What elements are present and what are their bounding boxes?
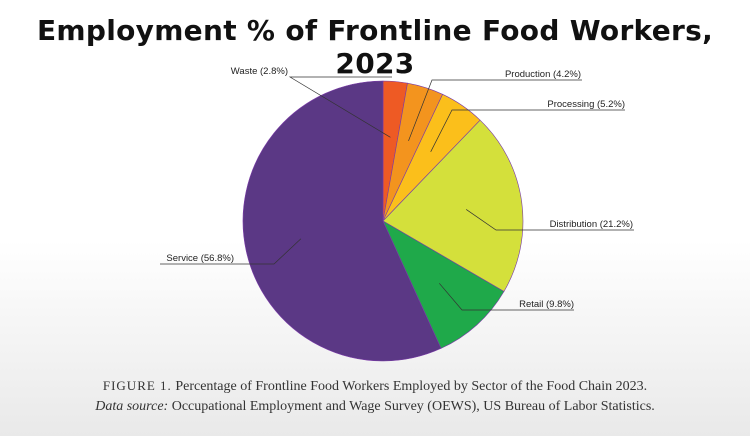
leader-line-distribution xyxy=(466,209,634,231)
figure-caption: FIGURE 1. Percentage of Frontline Food W… xyxy=(0,376,750,417)
slice-label-retail: Retail (9.8%) xyxy=(519,299,574,310)
pie-slice-service xyxy=(242,80,442,362)
slice-label-processing: Processing (5.2%) xyxy=(547,99,625,110)
slice-label-production: Production (4.2%) xyxy=(505,69,581,80)
leader-line-production xyxy=(408,79,582,142)
pie-slice-distribution xyxy=(382,119,524,292)
leader-line-service xyxy=(160,238,302,265)
caption-line-1: FIGURE 1. Percentage of Frontline Food W… xyxy=(0,376,750,397)
pie-chart: Waste (2.8%) Production (4.2%) Processing … xyxy=(160,66,634,362)
leader-line-waste xyxy=(288,76,392,138)
source-text: Occupational Employment and Wage Survey … xyxy=(171,399,655,414)
slice-label-service: Service (56.8%) xyxy=(166,253,234,264)
pie-slice-retail xyxy=(382,220,505,349)
source-label: Data source: xyxy=(95,399,169,414)
leader-line-retail xyxy=(439,283,574,311)
figure-text: Percentage of Frontline Food Workers Emp… xyxy=(175,379,648,394)
slice-label-distribution: Distribution (21.2%) xyxy=(550,219,633,230)
leader-line-processing xyxy=(430,109,625,152)
slice-label-waste: Waste (2.8%) xyxy=(231,66,288,77)
caption-line-2: Data source: Occupational Employment and… xyxy=(0,397,750,417)
figure-label: FIGURE 1. xyxy=(102,378,172,393)
chart-title: Employment % of Frontline Food Workers, … xyxy=(36,14,714,80)
